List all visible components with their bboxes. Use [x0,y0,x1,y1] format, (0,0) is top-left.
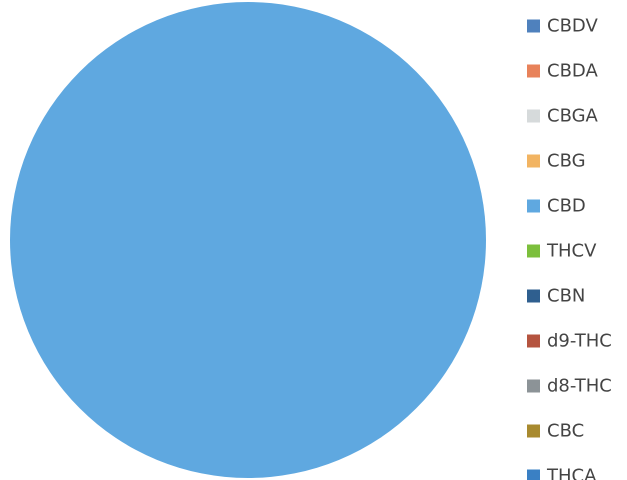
legend-label: d9-THC [547,331,612,352]
legend-swatch [527,19,540,33]
legend-swatch [527,154,540,168]
legend-label: THCA [546,466,597,480]
legend-item-cbg: CBG [527,151,586,172]
legend-label: CBDV [547,16,598,37]
chart-legend: CBDV CBDA CBGA CBG CBD THCV CBN d9-THC d8-THC CBC… [527,16,612,480]
legend-label: THCV [546,241,597,262]
pie-slices [10,2,486,478]
legend-label: CBD [547,196,586,217]
legend-label: CBGA [547,106,599,127]
legend-item-thca: THCA [527,466,597,480]
legend-item-d9-thc: d9-THC [527,331,612,352]
pie-slice-cbd [10,2,486,478]
legend-item-cbga: CBGA [527,106,599,127]
legend-item-cbdv: CBDV [527,16,598,37]
legend-item-d8-thc: d8-THC [527,376,612,397]
legend-swatch [527,64,540,78]
legend-label: CBN [547,286,585,307]
legend-label: d8-THC [547,376,612,397]
legend-item-thcv: THCV [527,241,597,262]
legend-item-cbd: CBD [527,196,586,217]
legend-swatch [527,424,540,438]
legend-swatch [527,379,540,393]
legend-item-cbc: CBC [527,421,584,442]
legend-swatch [527,199,540,213]
legend-swatch [527,289,540,303]
legend-item-cbda: CBDA [527,61,598,82]
legend-swatch [527,469,540,480]
legend-label: CBC [547,421,584,442]
legend-item-cbn: CBN [527,286,585,307]
legend-label: CBDA [547,61,598,82]
legend-label: CBG [547,151,586,172]
legend-swatch [527,109,540,123]
legend-swatch [527,244,540,258]
legend-swatch [527,334,540,348]
